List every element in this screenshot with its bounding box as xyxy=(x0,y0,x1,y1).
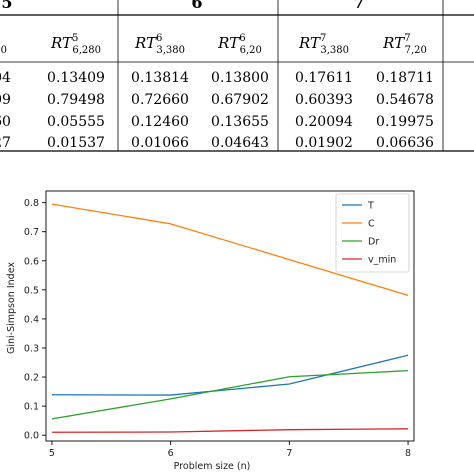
series-line-C xyxy=(51,203,409,296)
table-cell: 0.01902 xyxy=(295,135,353,151)
column-header: RT5 6,280 xyxy=(50,33,101,56)
y-axis-label: Gini-Simpson Index xyxy=(6,262,17,354)
table-cell: 0.60393 xyxy=(295,92,353,108)
y-tick-label: 0.6 xyxy=(24,256,39,267)
table-cell: 0.20094 xyxy=(295,114,353,130)
table-cell: 0.13655 xyxy=(211,114,269,130)
y-tick-label: 0.0 xyxy=(24,431,39,442)
x-axis-label: Problem size (n) xyxy=(174,461,251,472)
series-line-Dr xyxy=(51,370,409,420)
x-tick-label: 8 xyxy=(405,448,411,459)
x-tick-label: 6 xyxy=(168,448,174,459)
table-cell: 0.72660 xyxy=(131,92,189,108)
group-header-6: 6 xyxy=(191,0,202,12)
table-cell: 0.13814 xyxy=(131,70,189,86)
y-tick-label: 0.4 xyxy=(24,314,39,325)
table-cell: 0.79509 xyxy=(0,92,11,108)
table-cell: 0.05555 xyxy=(47,114,105,130)
legend-label: C xyxy=(368,219,375,230)
table-cell: 0.13904 xyxy=(0,70,11,86)
plot-frame xyxy=(45,190,415,442)
y-tick-label: 0.1 xyxy=(24,402,39,413)
series-line-v_min xyxy=(51,428,409,433)
table-cell: 0.13800 xyxy=(211,70,269,86)
y-tick-label: 0.8 xyxy=(24,198,39,209)
table-cell: 0.54678 xyxy=(376,92,434,108)
table-cell: 0.79498 xyxy=(47,92,105,108)
column-header: RT7 3,380 xyxy=(298,33,349,56)
group-header-7: 7 xyxy=(353,0,364,12)
table-cell: 0.19975 xyxy=(376,114,434,130)
table-cell: 0.01066 xyxy=(131,135,189,151)
column-header: RT6 3,380 xyxy=(134,33,185,56)
group-header-5: 5 xyxy=(1,0,12,12)
legend-box xyxy=(335,193,410,273)
column-header: RT53,380 xyxy=(0,33,7,56)
table-cell: 0.12460 xyxy=(131,114,189,130)
table-cell: 0.05560 xyxy=(0,114,11,130)
table-cell: 0.01027 xyxy=(0,135,11,151)
y-tick-label: 0.2 xyxy=(24,373,39,384)
legend-label: T xyxy=(367,201,374,212)
x-tick-label: 5 xyxy=(49,448,55,459)
table-cell: 0.67902 xyxy=(211,92,269,108)
table-cell: 0.17611 xyxy=(295,70,353,86)
table-cell: 0.13409 xyxy=(47,70,105,86)
y-tick-label: 0.7 xyxy=(24,227,39,238)
legend-label: v_min xyxy=(368,255,396,266)
x-tick-label: 7 xyxy=(286,448,292,459)
column-header: RT7 7,20 xyxy=(382,33,427,56)
y-tick-label: 0.3 xyxy=(24,343,39,354)
legend-label: Dr xyxy=(368,237,379,248)
series-line-T xyxy=(51,354,409,396)
y-tick-label: 0.5 xyxy=(24,285,39,296)
column-header: RT6 6,20 xyxy=(217,33,262,56)
line-chart: 5 6 7 8 0.0 0.1 0.2 0.3 0.4 0.5 0.6 0.7 0.8 Problem s… xyxy=(6,190,415,472)
table-cell: 0.18711 xyxy=(376,70,434,86)
table-cell: 0.01537 xyxy=(47,135,105,151)
table-cell: 0.06636 xyxy=(376,135,434,151)
table-cell: 0.04643 xyxy=(211,135,269,151)
